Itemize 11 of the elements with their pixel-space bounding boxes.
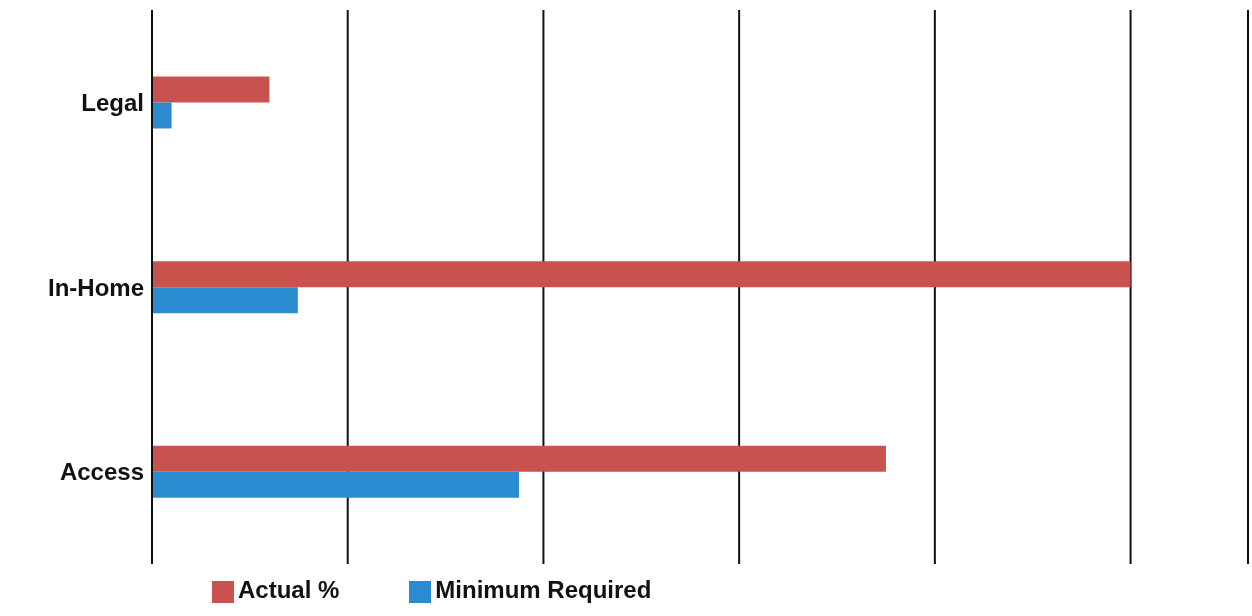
y-tick-label: In-Home bbox=[48, 273, 144, 301]
legend-label: Actual % bbox=[238, 576, 340, 603]
bar bbox=[152, 261, 1131, 288]
legend-label: Minimum Required bbox=[435, 576, 652, 603]
y-tick-label: Access bbox=[59, 458, 144, 486]
y-tick-label: Legal bbox=[81, 88, 144, 116]
bar bbox=[152, 102, 172, 129]
bar bbox=[152, 76, 270, 103]
bar bbox=[152, 445, 886, 472]
bar bbox=[152, 471, 519, 498]
bar bbox=[152, 287, 298, 314]
